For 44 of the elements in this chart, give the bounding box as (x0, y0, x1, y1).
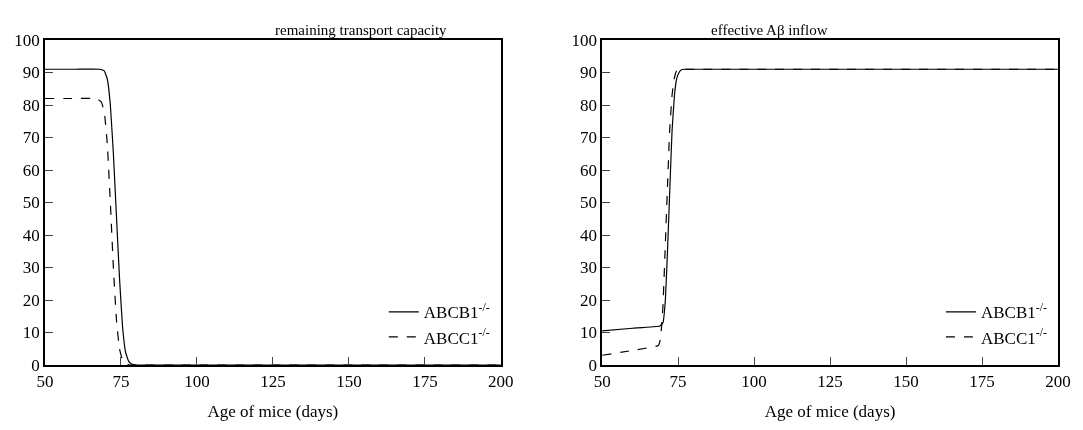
x-tick-label: 100 (741, 372, 767, 392)
y-tick-label: 30 (22, 258, 40, 278)
x-tick-label: 75 (112, 372, 130, 392)
x-tick-label: 125 (817, 372, 843, 392)
y-tick-label: 50 (580, 193, 597, 213)
x-tick-label: 50 (593, 372, 611, 392)
y-tick-label: 0 (31, 355, 40, 375)
y-tick-label: 90 (580, 63, 597, 83)
x-axis-title: Age of mice (days) (207, 402, 339, 422)
x-tick-label: 150 (893, 372, 919, 392)
y-tick-label: 60 (22, 160, 40, 180)
legend-label: ABCC1$^{-/-}$ (980, 325, 1047, 348)
y-tick-label: 90 (22, 63, 40, 83)
y-tick-label: 100 (14, 30, 40, 50)
y-tick-label: 30 (580, 258, 597, 278)
x-tick-label: 200 (1045, 372, 1071, 392)
x-tick-label: 175 (969, 372, 995, 392)
y-tick-label: 70 (580, 128, 597, 148)
y-tick-label: 10 (580, 323, 597, 343)
y-tick-label: 60 (580, 160, 597, 180)
chart-title: effective Aβ inflow (711, 22, 828, 38)
x-tick-label: 200 (488, 372, 514, 392)
x-tick-label: 75 (669, 372, 687, 392)
x-tick-label: 50 (36, 372, 54, 392)
chart-title: remaining transport capacity (275, 22, 448, 38)
legend-label: ABCB1$^{-/-}$ (980, 300, 1047, 323)
y-tick-label: 0 (588, 355, 597, 375)
y-tick-label: 80 (22, 95, 40, 115)
x-axis-title: Age of mice (days) (764, 402, 896, 422)
y-tick-label: 70 (22, 128, 40, 148)
y-tick-label: 20 (22, 290, 40, 310)
y-tick-label: 80 (580, 95, 597, 115)
legend-label: ABCC1$^{-/-}$ (423, 325, 490, 348)
x-tick-label: 150 (336, 372, 362, 392)
x-tick-label: 125 (260, 372, 286, 392)
x-tick-label: 100 (184, 372, 210, 392)
y-tick-label: 20 (580, 290, 597, 310)
y-tick-label: 10 (22, 323, 40, 343)
y-tick-label: 40 (22, 225, 40, 245)
legend-label: ABCB1$^{-/-}$ (423, 300, 490, 323)
y-tick-label: 50 (22, 193, 40, 213)
x-tick-label: 175 (412, 372, 438, 392)
y-tick-label: 100 (571, 30, 597, 50)
y-tick-label: 40 (580, 225, 597, 245)
